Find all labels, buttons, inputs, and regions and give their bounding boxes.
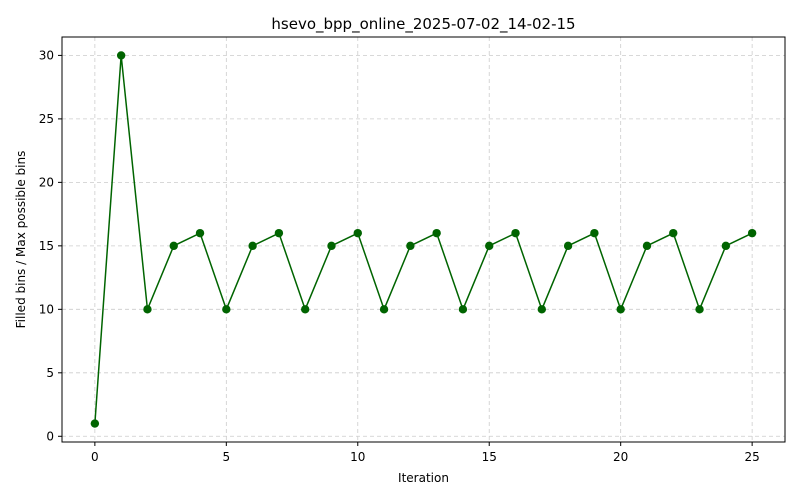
x-axis-ticks: 0 5 10 15 20 25: [91, 442, 760, 464]
data-point: [169, 241, 178, 251]
data-point: [590, 228, 599, 238]
data-point: [406, 241, 415, 251]
data-point: [432, 228, 441, 238]
x-axis-label: Iteration: [398, 471, 449, 485]
data-point: [485, 241, 494, 251]
data-point: [248, 241, 257, 251]
y-tick-label: 30: [39, 48, 54, 62]
data-point: [669, 228, 678, 238]
data-point: [379, 305, 389, 314]
data-point: [563, 241, 573, 251]
data-point: [642, 241, 652, 251]
data-point: [116, 51, 126, 60]
y-axis-ticks: 0 5 10 15 20 25 30: [39, 48, 62, 443]
y-tick-label: 0: [46, 429, 54, 443]
data-point: [458, 305, 468, 314]
x-tick-label: 0: [91, 450, 99, 464]
data-point: [327, 241, 336, 251]
data-point: [222, 305, 231, 314]
data-point: [537, 305, 547, 314]
x-tick-label: 15: [482, 450, 497, 464]
y-tick-label: 15: [39, 239, 54, 253]
data-point: [747, 228, 757, 238]
y-tick-label: 20: [39, 175, 54, 189]
y-tick-label: 5: [46, 366, 54, 380]
data-point: [511, 228, 520, 238]
data-point: [90, 419, 100, 428]
plot-frame: [61, 36, 786, 443]
data-point: [721, 241, 731, 251]
grid: [62, 37, 785, 442]
x-tick-label: 5: [222, 450, 230, 464]
chart-title: hsevo_bpp_online_2025-07-02_14-02-15: [271, 15, 575, 34]
data-point: [616, 305, 625, 314]
data-point: [353, 228, 362, 238]
data-point: [195, 228, 205, 238]
x-tick-label: 25: [744, 450, 759, 464]
y-axis-label: Filled bins / Max possible bins: [14, 151, 28, 329]
y-tick-label: 10: [39, 302, 54, 316]
series-group: [90, 51, 757, 428]
data-point: [274, 228, 284, 238]
data-point: [300, 305, 310, 314]
data-point: [143, 305, 152, 314]
series-line: [94, 55, 753, 424]
x-tick-label: 20: [613, 450, 628, 464]
x-tick-label: 10: [350, 450, 365, 464]
data-point: [695, 305, 704, 314]
y-tick-label: 25: [39, 112, 54, 126]
